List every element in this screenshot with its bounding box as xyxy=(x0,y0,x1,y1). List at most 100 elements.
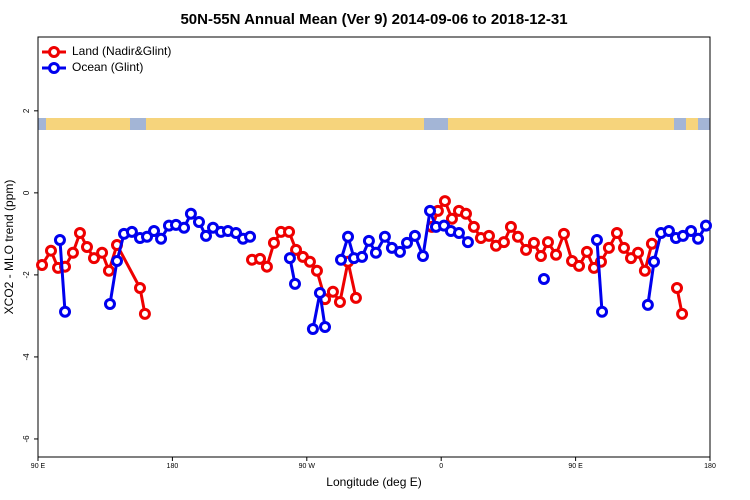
data-point xyxy=(459,207,472,220)
legend-item: Land (Nadir&Glint) xyxy=(42,44,171,58)
data-point xyxy=(676,307,689,320)
data-point xyxy=(511,230,524,243)
data-point xyxy=(645,237,658,250)
land-band xyxy=(686,118,698,130)
data-point xyxy=(638,264,651,277)
data-point xyxy=(527,236,540,249)
data-point xyxy=(452,227,465,240)
data-point xyxy=(438,195,451,208)
x-tick-label: 0 xyxy=(439,463,443,470)
data-point xyxy=(537,272,550,285)
data-point xyxy=(319,320,332,333)
y-tick-label: -4 xyxy=(22,353,31,361)
data-point xyxy=(313,286,326,299)
x-axis-label: Longitude (deg E) xyxy=(326,475,421,489)
data-point xyxy=(590,234,603,247)
data-point xyxy=(557,227,570,240)
data-point xyxy=(155,232,168,245)
data-point xyxy=(110,254,123,267)
legend-label: Land (Nadir&Glint) xyxy=(72,44,171,58)
data-point xyxy=(267,236,280,249)
data-point xyxy=(416,250,429,263)
data-point xyxy=(342,230,355,243)
data-point xyxy=(133,282,146,295)
data-point xyxy=(362,234,375,247)
data-point xyxy=(356,250,369,263)
y-tick-label: 2 xyxy=(22,108,31,113)
data-point xyxy=(662,225,675,238)
legend-marker xyxy=(48,62,60,74)
data-point xyxy=(497,236,510,249)
data-point xyxy=(290,243,303,256)
data-point xyxy=(685,225,698,238)
data-point xyxy=(125,225,138,238)
data-point xyxy=(66,246,79,259)
data-point xyxy=(192,215,205,228)
data-point xyxy=(393,245,406,258)
data-point xyxy=(59,305,72,318)
data-point xyxy=(641,298,654,311)
data-point xyxy=(445,212,458,225)
data-point xyxy=(482,229,495,242)
data-point xyxy=(36,259,49,272)
data-point xyxy=(573,259,586,272)
data-point xyxy=(699,219,712,232)
x-tick-label: 180 xyxy=(167,463,179,470)
data-point xyxy=(178,221,191,234)
data-point xyxy=(648,255,660,268)
data-point xyxy=(610,227,623,240)
data-point xyxy=(602,241,615,254)
data-point xyxy=(148,225,161,238)
data-point xyxy=(260,260,273,273)
y-tick-label: 0 xyxy=(22,190,31,195)
data-point xyxy=(461,236,474,249)
data-point xyxy=(283,225,296,238)
data-point xyxy=(244,230,257,243)
data-point xyxy=(349,291,362,304)
data-point xyxy=(520,243,533,256)
data-point xyxy=(333,295,346,308)
data-point xyxy=(103,298,116,311)
data-point xyxy=(44,244,57,257)
data-point xyxy=(541,236,554,249)
data-point xyxy=(617,241,630,254)
x-tick-label: 90 E xyxy=(31,463,46,470)
x-tick-label: 90 W xyxy=(299,463,316,470)
data-point xyxy=(303,255,316,268)
data-point xyxy=(200,229,212,242)
data-point xyxy=(670,282,683,295)
data-point xyxy=(534,250,547,263)
data-point xyxy=(692,232,705,245)
data-point xyxy=(632,246,645,259)
data-point xyxy=(254,252,267,265)
data-point xyxy=(408,229,421,242)
data-point xyxy=(369,246,382,259)
data-point xyxy=(102,264,115,277)
data-point xyxy=(289,277,302,290)
data-point xyxy=(80,241,93,253)
data-point xyxy=(504,220,517,233)
map-strip xyxy=(38,118,710,130)
data-point xyxy=(184,207,197,220)
data-point xyxy=(88,252,100,265)
data-point xyxy=(326,285,339,298)
x-tick-label: 180 xyxy=(704,463,716,470)
data-point xyxy=(73,227,86,240)
data-point xyxy=(96,246,109,259)
y-tick-label: -2 xyxy=(22,271,31,279)
data-point xyxy=(424,204,436,217)
data-point xyxy=(580,245,593,258)
data-point xyxy=(401,236,414,249)
data-point xyxy=(596,305,609,318)
land-band xyxy=(146,118,424,130)
data-point xyxy=(550,248,563,261)
data-point xyxy=(467,220,480,233)
x-tick-label: 90 E xyxy=(568,463,583,470)
data-point xyxy=(378,230,391,243)
y-axis-label: XCO2 - MLO trend (ppm) xyxy=(2,180,16,315)
chart-title: 50N-55N Annual Mean (Ver 9) 2014-09-06 t… xyxy=(180,11,567,28)
data-point xyxy=(138,307,151,320)
data-point xyxy=(310,264,323,277)
